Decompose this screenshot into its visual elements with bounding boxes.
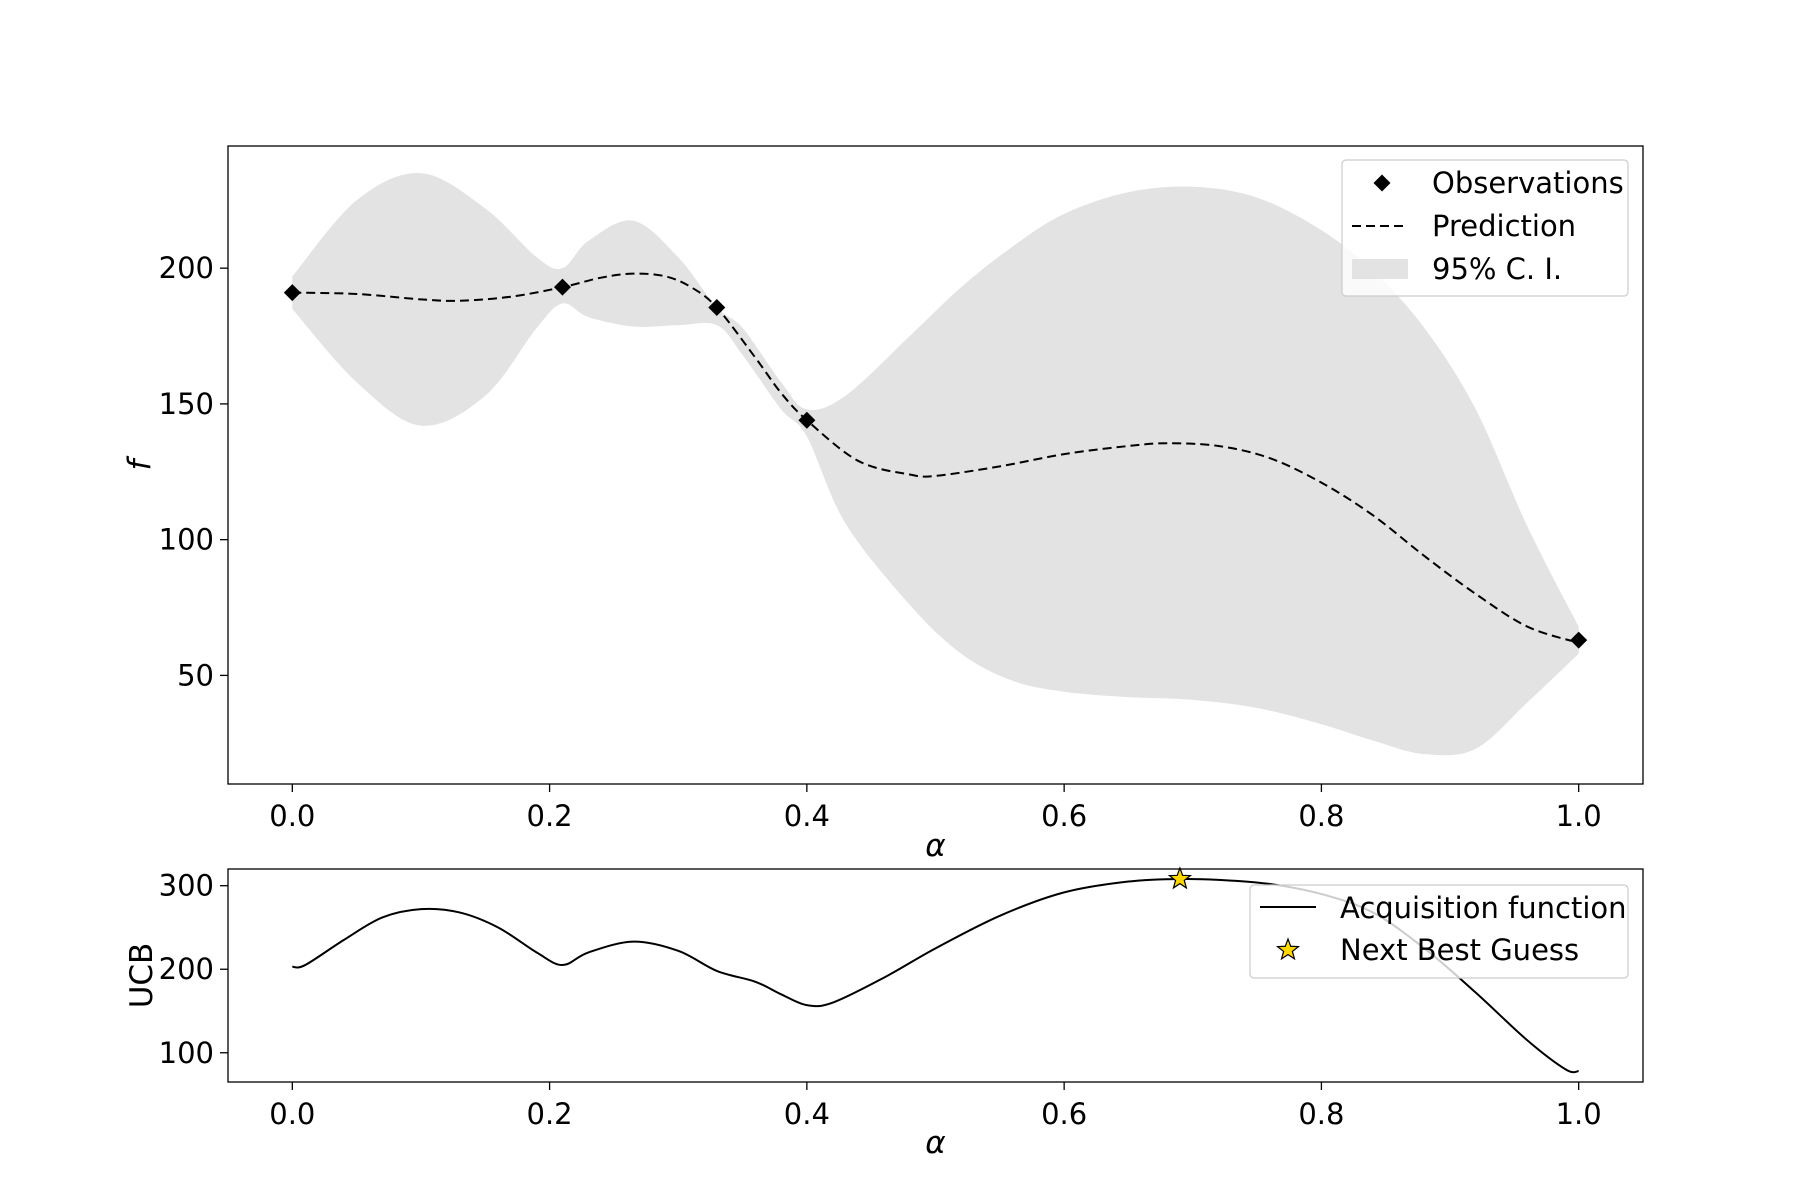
x-tick-label: 0.6 [1041, 1097, 1087, 1131]
x-tick-label: 0.0 [269, 799, 315, 833]
observation-point [553, 278, 571, 296]
y-tick-label: 150 [159, 387, 214, 421]
x-tick-label: 0.2 [527, 799, 573, 833]
top-legend-box [1341, 159, 1629, 297]
ci-band [292, 173, 1579, 756]
top-plot-frame [227, 145, 1644, 785]
y-tick-label: 300 [159, 869, 214, 903]
top-x-ticks: 0.0 0.2 0.4 0.6 0.8 1.0 [269, 784, 1602, 833]
y-tick-label: 100 [159, 523, 214, 557]
legend-prediction-label: Prediction [1432, 209, 1576, 243]
legend-acquisition-label: Acquisition function [1340, 891, 1627, 925]
top-legend: Observations Prediction 95% C. I. [1341, 159, 1629, 297]
bottom-y-axis-label: UCB [124, 943, 160, 1009]
y-tick-label: 200 [159, 952, 214, 986]
confidence-interval-band [292, 173, 1579, 756]
observation-point [798, 411, 816, 429]
observation-point [283, 284, 301, 302]
x-tick-label: 0.0 [269, 1097, 315, 1131]
y-tick-label: 200 [159, 251, 214, 285]
top-y-axis-label: f [122, 455, 158, 470]
legend-star-icon [1275, 937, 1301, 961]
observations-group [283, 278, 1588, 649]
observation-point [708, 299, 726, 317]
legend-ci-patch [1352, 259, 1408, 279]
bottom-legend: Acquisition function Next Best Guess [1249, 884, 1629, 979]
x-tick-label: 0.4 [784, 799, 830, 833]
bottom-y-ticks: 100 200 300 [159, 869, 228, 1070]
x-tick-label: 1.0 [1556, 1097, 1602, 1131]
x-tick-label: 0.8 [1298, 799, 1344, 833]
x-tick-label: 0.8 [1298, 1097, 1344, 1131]
star-icon [1167, 866, 1193, 890]
bottom-x-ticks: 0.0 0.2 0.4 0.6 0.8 1.0 [269, 1082, 1602, 1131]
top-plot: 0.0 0.2 0.4 0.6 0.8 1.0 50 100 150 200 α f Obser… [122, 145, 1644, 864]
next-best-guess-marker [1167, 866, 1193, 890]
bottom-legend-box [1249, 884, 1629, 979]
x-tick-label: 1.0 [1556, 799, 1602, 833]
y-tick-label: 50 [177, 658, 214, 692]
x-tick-label: 0.4 [784, 1097, 830, 1131]
legend-observations-label: Observations [1432, 166, 1624, 200]
bottom-plot: 0.0 0.2 0.4 0.6 0.8 1.0 100 200 300 α UCB Acqui… [124, 866, 1644, 1161]
y-tick-label: 100 [159, 1036, 214, 1070]
legend-next-best-guess-label: Next Best Guess [1340, 933, 1579, 967]
top-y-ticks: 50 100 150 200 [159, 251, 228, 692]
top-x-axis-label: α [925, 828, 945, 864]
bottom-x-axis-label: α [925, 1125, 945, 1161]
legend-ci-label: 95% C. I. [1432, 252, 1562, 286]
legend-observations-marker [1373, 174, 1391, 192]
x-tick-label: 0.2 [527, 1097, 573, 1131]
observation-point [1570, 631, 1588, 649]
x-tick-label: 0.6 [1041, 799, 1087, 833]
bottom-plot-frame [227, 868, 1644, 1083]
prediction-line [292, 272, 1579, 644]
prediction-curve [292, 272, 1579, 644]
